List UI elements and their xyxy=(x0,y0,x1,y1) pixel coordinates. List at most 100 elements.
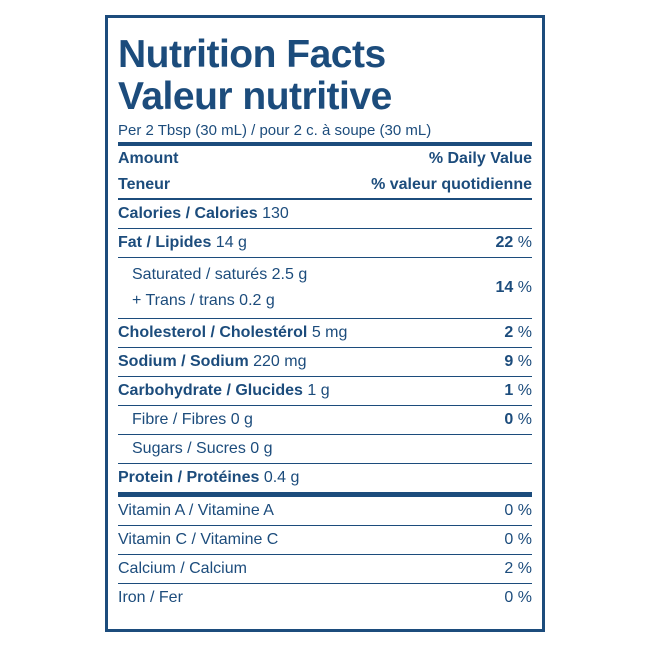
daily-value: 0 % xyxy=(504,411,532,429)
nutrient-name: Calories / Calories 130 xyxy=(118,201,289,227)
dv-number: 22 xyxy=(495,234,514,251)
rule xyxy=(118,198,532,200)
dv-number: 1 xyxy=(504,382,514,399)
amount-label-fr: Teneur xyxy=(118,176,171,193)
dv-unit: % xyxy=(517,279,532,296)
serving-size: Per 2 Tbsp (30 mL) / pour 2 c. à soupe (… xyxy=(118,122,432,139)
nutrient-row: Fibre / Fibres 0 g 0 % xyxy=(118,406,532,435)
nutrient-row: Carbohydrate / Glucides 1 g 1 % xyxy=(118,377,532,406)
dv-number: 0 xyxy=(504,502,514,519)
nutrient: + Trans / trans xyxy=(132,292,235,309)
amount: 0 g xyxy=(250,440,273,457)
dv-number: 0 xyxy=(504,531,514,548)
nutrient-name: Fibre / Fibres 0 g xyxy=(118,407,253,433)
name-line: Calories / Calories 130 xyxy=(118,201,289,227)
nutrient-name: Fat / Lipides 14 g xyxy=(118,230,247,256)
amount: 0.2 g xyxy=(239,292,275,309)
nutrient: Cholesterol / Cholestérol xyxy=(118,324,308,341)
nutrient-row: Fat / Lipides 14 g 22 % xyxy=(118,229,532,258)
nutrient-row: Saturated / saturés 2.5 g + Trans / trans… xyxy=(118,258,532,319)
nutrient-name: Cholesterol / Cholestérol 5 mg xyxy=(118,320,347,346)
dv-number: 2 xyxy=(504,324,514,341)
nutrient-name: Sugars / Sucres 0 g xyxy=(118,436,273,462)
name-line: + Trans / trans 0.2 g xyxy=(132,288,307,314)
header-row: Teneur % valeur quotidienne xyxy=(118,172,532,198)
dv-unit: % xyxy=(517,589,532,606)
title: Nutrition Facts xyxy=(118,33,386,76)
name-line: Fibre / Fibres 0 g xyxy=(132,407,253,433)
dv-unit: % xyxy=(517,411,532,428)
nutrient-name: Saturated / saturés 2.5 g + Trans / trans… xyxy=(118,262,307,314)
dv-number: 0 xyxy=(504,411,514,428)
header-row: Amount % Daily Value xyxy=(118,146,532,172)
dv-label-fr: % valeur quotidienne xyxy=(371,176,532,193)
dv-unit: % xyxy=(517,560,532,577)
nutrient-row: Cholesterol / Cholestérol 5 mg 2 % xyxy=(118,319,532,348)
amount-label: Amount xyxy=(118,150,179,167)
nutrient-row: Calories / Calories 130 xyxy=(118,200,532,229)
name-line: Fat / Lipides 14 g xyxy=(118,230,247,256)
nutrient: Fat / Lipides xyxy=(118,234,212,251)
dv-unit: % xyxy=(517,324,532,341)
amount: 220 mg xyxy=(253,353,307,370)
amount: 0 g xyxy=(230,411,253,428)
vitamin: Vitamin C / Vitamine C xyxy=(118,531,279,548)
daily-value: 2 % xyxy=(504,560,532,578)
vitamin-row: Vitamin C / Vitamine C 0 % xyxy=(118,526,532,555)
title-fr: Valeur nutritive xyxy=(118,75,392,118)
name-line: Carbohydrate / Glucides 1 g xyxy=(118,378,330,404)
amount: 1 g xyxy=(307,382,330,399)
daily-value: 2 % xyxy=(504,324,532,342)
nutrient: Saturated / saturés xyxy=(132,266,268,283)
dv-label: % Daily Value xyxy=(428,150,532,167)
thick-rule xyxy=(118,142,532,146)
name-line: Cholesterol / Cholestérol 5 mg xyxy=(118,320,347,346)
daily-value: 0 % xyxy=(504,589,532,607)
vitamin-row: Vitamin A / Vitamine A 0 % xyxy=(118,497,532,526)
amount: 14 g xyxy=(215,234,247,251)
daily-value: 1 % xyxy=(504,382,532,400)
amount: 5 mg xyxy=(311,324,348,341)
amount: 2.5 g xyxy=(271,266,308,283)
dv-unit: % xyxy=(517,353,532,370)
nutrient-name: Sodium / Sodium 220 mg xyxy=(118,349,307,375)
amount: 130 xyxy=(262,205,289,222)
dv-unit: % xyxy=(517,382,532,399)
nutrient: Sugars / Sucres xyxy=(132,440,246,457)
vitamin: Vitamin A / Vitamine A xyxy=(118,502,274,519)
nutrient-name: Protein / Protéines 0.4 g xyxy=(118,465,299,491)
name-line: Sodium / Sodium 220 mg xyxy=(118,349,307,375)
name-line: Saturated / saturés 2.5 g xyxy=(132,262,307,288)
rows: Calories / Calories 130 Fat / Lipides 14 … xyxy=(118,200,532,612)
dv-number: 2 xyxy=(504,560,514,577)
daily-value: 0 % xyxy=(504,502,532,520)
vitamin-row: Calcium / Calcium 2 % xyxy=(118,555,532,584)
nutrient-name: Carbohydrate / Glucides 1 g xyxy=(118,378,330,404)
dv-unit: % xyxy=(517,502,532,519)
vitamin: Calcium / Calcium xyxy=(118,560,247,577)
vitamin-row: Iron / Fer 0 % xyxy=(118,584,532,612)
nutrition-label: Nutrition Facts Valeur nutritive Per 2 T… xyxy=(105,15,545,632)
daily-value: 9 % xyxy=(504,353,532,371)
amount: 0.4 g xyxy=(263,469,300,486)
dv-unit: % xyxy=(517,234,532,251)
dv-number: 0 xyxy=(504,589,514,606)
nutrient: Sodium / Sodium xyxy=(118,353,249,370)
nutrient-row: Sugars / Sucres 0 g xyxy=(118,435,532,464)
daily-value: 0 % xyxy=(504,531,532,549)
nutrient: Protein / Protéines xyxy=(118,469,260,486)
nutrient-row: Protein / Protéines 0.4 g xyxy=(118,464,532,497)
dv-unit: % xyxy=(517,531,532,548)
name-line: Protein / Protéines 0.4 g xyxy=(118,465,299,491)
daily-value: 22 % xyxy=(496,234,532,252)
dv-number: 9 xyxy=(504,353,514,370)
nutrient: Fibre / Fibres xyxy=(132,411,227,428)
nutrient: Calories / Calories xyxy=(118,205,258,222)
nutrient: Carbohydrate / Glucides xyxy=(118,382,303,399)
vitamin: Iron / Fer xyxy=(118,589,183,606)
daily-value: 14 % xyxy=(496,279,532,297)
nutrient-row: Sodium / Sodium 220 mg 9 % xyxy=(118,348,532,377)
name-line: Sugars / Sucres 0 g xyxy=(132,436,273,462)
dv-number: 14 xyxy=(495,279,514,296)
